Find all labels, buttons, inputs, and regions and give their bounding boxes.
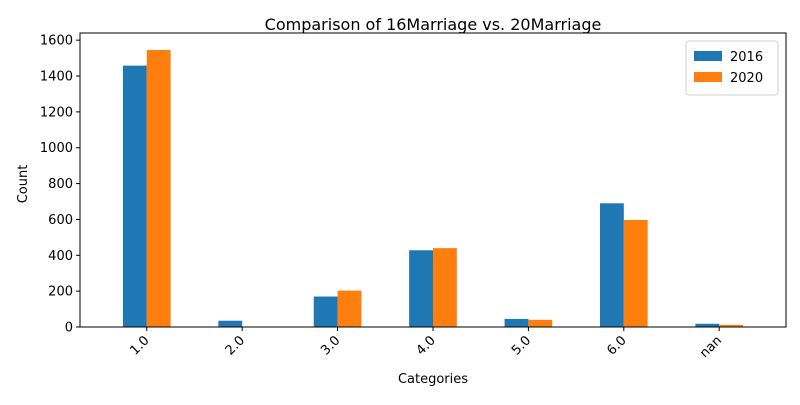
y-axis-label: Count [16,165,31,204]
x-tick-label: 4.0 [414,333,439,358]
bar [528,319,553,327]
x-tick-label: 3.0 [318,333,343,358]
x-tick-label: nan [697,333,725,361]
bar [146,50,171,327]
y-tick-label: 0 [65,321,73,336]
plot-frame [79,32,787,328]
bar [599,203,624,327]
legend-label: 2020 [730,71,763,86]
bar [337,290,362,327]
bar [504,318,529,327]
x-tick-label: 6.0 [604,333,629,358]
bar [409,250,433,327]
y-tick-label: 1600 [40,34,73,49]
bar [719,324,744,327]
chart-title: Comparison of 16Marriage vs. 20Marriage [265,15,602,34]
y-tick-label: 1200 [40,105,73,120]
bar [433,248,457,327]
legend-swatch [694,72,722,82]
bar [122,65,147,327]
x-tick-label: 2.0 [223,333,248,358]
legend-swatch [694,51,722,61]
y-tick-label: 1400 [40,70,73,85]
y-tick-label: 400 [48,249,73,264]
bar [218,320,243,327]
bar [623,219,648,327]
y-tick-label: 200 [48,285,73,300]
x-axis: 1.0 2.0 3.0 4.0 5.0 6.0 nan [127,327,725,361]
y-tick-label: 800 [48,177,73,192]
y-axis: 0 200 400 600 800 1000 1200 1400 1600 [40,34,80,336]
x-tick-label: 5.0 [509,333,534,358]
x-tick-label: 1.0 [127,333,152,358]
legend-label: 2016 [730,50,763,65]
bar [313,296,338,327]
y-tick-label: 600 [48,213,73,228]
y-tick-label: 1000 [40,141,73,156]
bars-group [122,50,744,327]
legend: 2016 2020 [685,40,779,96]
bar [695,323,720,327]
x-axis-label: Categories [398,372,468,387]
